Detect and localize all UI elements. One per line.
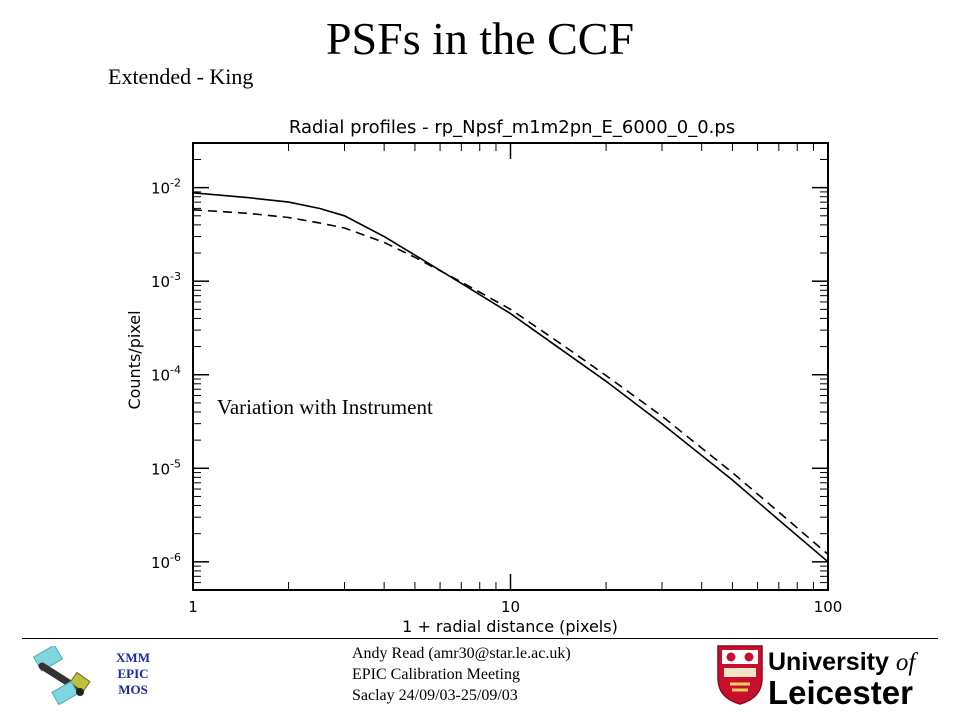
university-name-line2: Leicester [768, 674, 913, 711]
university-logo: University of Leicester [716, 644, 940, 711]
x-tick-label: 1 [188, 598, 198, 616]
slide-subtitle: Extended - King [108, 64, 254, 89]
footer-meeting: EPIC Calibration Meeting [352, 666, 520, 683]
footer-divider [22, 638, 938, 639]
y-tick-label: 10-2 [151, 177, 181, 198]
series-line-dashed [192, 209, 829, 556]
satellite-icon [32, 646, 91, 706]
y-axis-label: Counts/pixel [125, 310, 144, 409]
x-axis-label: 1 + radial distance (pixels) [402, 617, 618, 636]
y-tick-label: 10-6 [151, 551, 181, 572]
crest-icon [717, 645, 763, 705]
footer-author: Andy Read (amr30@star.le.ac.uk) [352, 645, 571, 662]
university-word: University [768, 648, 889, 676]
y-tick-label: 10-4 [151, 364, 181, 385]
y-tick-label: 10-5 [151, 457, 181, 478]
series-group [192, 192, 829, 563]
university-of-word: of [895, 649, 916, 676]
plot-frame [192, 142, 829, 591]
y-tick-label: 10-3 [151, 270, 181, 291]
footer-text: Andy Read (amr30@star.le.ac.uk) EPIC Cal… [352, 643, 571, 706]
x-tick-label: 10 [501, 598, 520, 616]
mission-line-mos: MOS [118, 682, 148, 697]
radial-profile-chart: Radial profiles - rp_Npsf_m1m2pn_E_6000_… [125, 117, 842, 636]
x-tick-labels: 1 10 100 [188, 598, 842, 616]
x-tick-label: 100 [814, 598, 843, 616]
mission-line-epic: EPIC [117, 666, 149, 681]
mission-label: XMM EPIC MOS [106, 650, 160, 698]
slide-title: PSFs in the CCF [325, 13, 635, 64]
axis-ticks [192, 142, 829, 591]
chart-annotation: Variation with Instrument [217, 395, 433, 419]
university-name-line1: University of [768, 648, 915, 677]
footer-date: Saclay 24/09/03-25/09/03 [352, 687, 518, 704]
y-tick-labels: 10-6 10-5 10-4 10-3 10-2 [151, 177, 181, 572]
mission-line-xmm: XMM [116, 650, 150, 665]
chart-title: Radial profiles - rp_Npsf_m1m2pn_E_6000_… [289, 117, 735, 138]
series-line-solid [192, 192, 829, 563]
